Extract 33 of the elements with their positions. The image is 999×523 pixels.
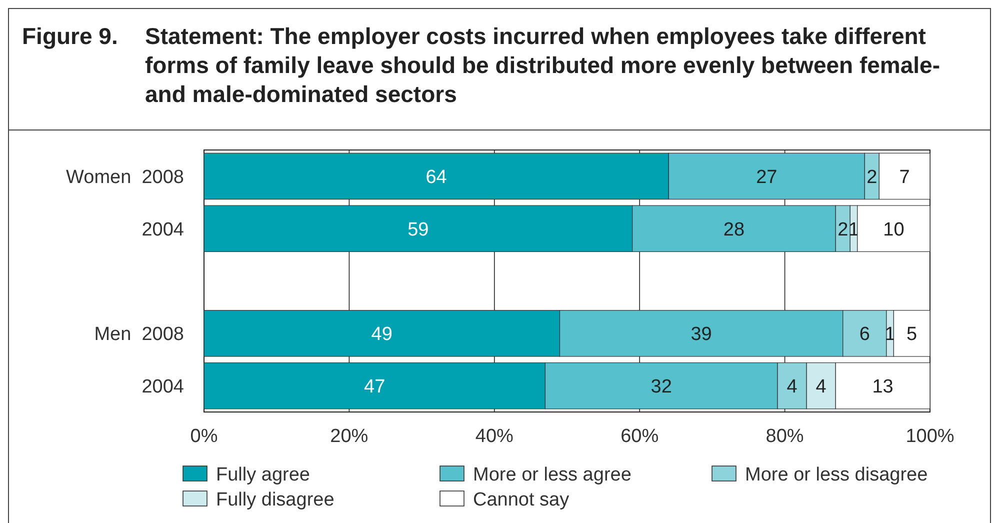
data-label: 7: [899, 166, 910, 188]
data-label: 32: [650, 376, 672, 398]
data-label: 49: [371, 324, 392, 346]
data-label: 4: [816, 376, 827, 398]
legend-label: Cannot say: [473, 490, 570, 511]
data-label: 4: [786, 376, 798, 398]
data-label: 2: [838, 219, 848, 240]
legend-label: Fully disagree: [216, 490, 334, 511]
y-tick-label: Women 2008: [66, 166, 184, 188]
data-label: 2: [866, 166, 878, 188]
x-tick-label: 80%: [766, 426, 804, 447]
y-tick-label: 2004: [142, 219, 184, 240]
data-label: 27: [756, 166, 778, 188]
data-label: 10: [883, 219, 904, 240]
legend-label: More or less agree: [473, 464, 632, 486]
data-label: 59: [408, 219, 429, 240]
legend-label: Fully agree: [216, 464, 310, 486]
chart-title: Figure 9. Statement: The employer costs incurred when employees take different forms of family leave should be distributed more evenly between female- and male-dominated sectors: [22, 23, 940, 107]
legend-label: More or less disagree: [745, 464, 928, 486]
data-label: 39: [690, 324, 712, 346]
x-tick-label: 20%: [330, 426, 368, 447]
data-label: 5: [906, 324, 918, 346]
y-tick-label: Men 2008: [94, 324, 184, 346]
data-label: 64: [426, 166, 448, 188]
x-tick-label: 40%: [475, 426, 514, 447]
y-tick-label: 2004: [142, 376, 184, 398]
data-label: 47: [364, 376, 386, 398]
data-label: 28: [723, 219, 745, 240]
x-tick-label: 0%: [190, 426, 218, 447]
x-tick-label: 100%: [906, 426, 954, 447]
x-tick-label: 60%: [620, 426, 659, 447]
data-label: 13: [872, 376, 894, 398]
data-label: 6: [859, 324, 870, 346]
